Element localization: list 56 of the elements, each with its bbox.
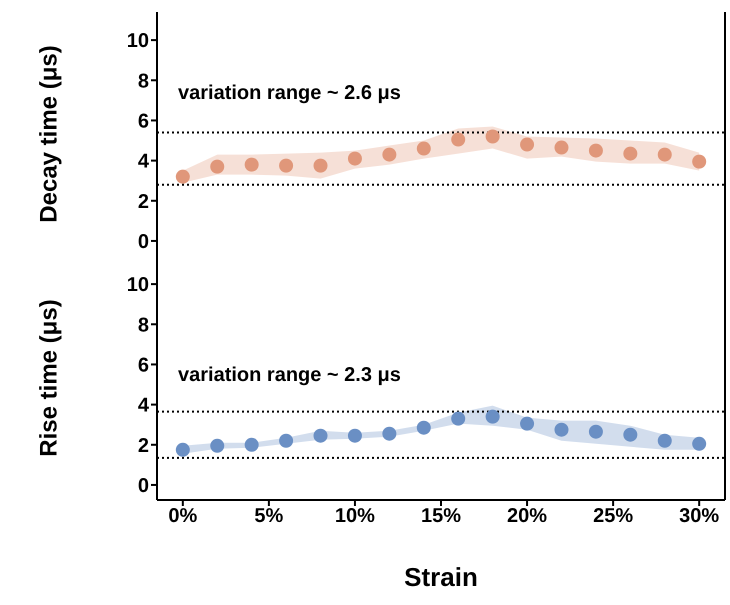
y-tick-label: 8 [138,70,149,92]
point [623,146,638,161]
point [588,144,603,158]
y-tick-label: 6 [138,354,149,377]
point [210,160,224,174]
point [451,412,466,426]
point [348,428,362,443]
point [314,428,328,443]
point [348,152,362,166]
point [314,158,328,173]
point [382,148,396,162]
annotation: variation range ~ 2.6 μs [178,82,401,105]
y-tick-label: 0 [138,231,149,254]
x-tick-label: 5% [254,505,284,528]
point [658,148,672,162]
point [451,132,466,147]
point [244,438,259,452]
x-tick-label: 25% [593,505,634,528]
point [416,420,431,435]
x-tick-label: 15% [420,505,462,528]
x-tick-label: 20% [507,505,548,528]
y-axis-title: Rise time (μs) [36,299,63,457]
x-tick-label: 0% [168,505,198,528]
y-tick-label: 2 [138,190,149,213]
y-tick-label: 4 [138,150,150,173]
point [486,410,500,424]
point [244,158,259,172]
point [176,442,190,457]
point [692,154,706,169]
y-tick-label: 2 [138,434,149,457]
y-tick-label: 4 [138,394,150,417]
point [279,158,294,173]
y-tick-label: 10 [126,274,149,296]
y-tick-label: 8 [138,314,149,336]
point [520,138,534,152]
y-tick-label: 6 [138,110,149,133]
point [416,142,431,156]
point [588,424,603,439]
x-tick-label: 30% [679,505,720,528]
point [279,434,294,448]
point [658,434,672,448]
point [176,170,190,184]
point [520,416,534,431]
point [623,428,638,442]
point [382,426,396,441]
point [554,422,568,437]
x-axis-title: Strain [404,562,478,592]
x-tick-label: 10% [334,505,376,528]
point [486,130,500,144]
y-axis-title: Decay time (μs) [36,45,63,223]
point [210,438,224,453]
point [554,140,568,155]
y-tick-label: 0 [138,475,149,498]
y-tick-label: 10 [126,30,149,52]
point [692,436,706,451]
annotation: variation range ~ 2.3 μs [178,364,401,387]
